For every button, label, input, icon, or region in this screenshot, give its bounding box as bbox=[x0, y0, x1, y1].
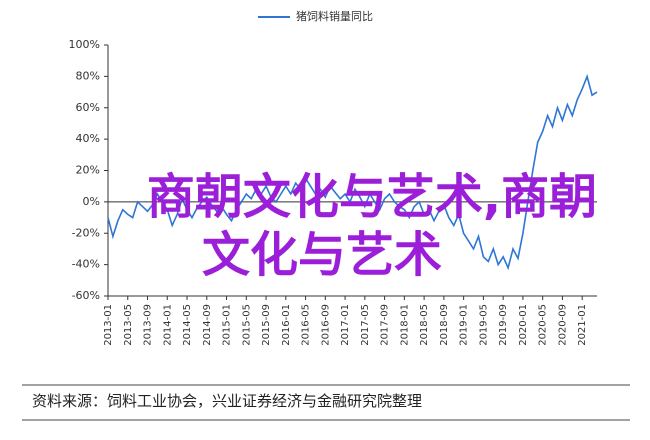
x-tick-label: 2013-09 bbox=[143, 304, 154, 346]
y-tick-label: -60% bbox=[72, 289, 100, 302]
y-tick-label: 80% bbox=[76, 69, 100, 82]
y-tick-label: -40% bbox=[72, 258, 100, 271]
legend-label: 猪饲料销量同比 bbox=[296, 9, 373, 23]
x-tick-label: 2014-05 bbox=[182, 304, 193, 346]
x-tick-label: 2018-09 bbox=[439, 304, 450, 346]
x-tick-label: 2017-05 bbox=[360, 304, 371, 346]
x-tick-label: 2014-01 bbox=[162, 304, 173, 346]
x-tick-label: 2019-01 bbox=[459, 304, 470, 346]
x-tick-label: 2021-01 bbox=[577, 304, 588, 346]
x-tick-label: 2016-05 bbox=[301, 304, 312, 346]
watermark: 商朝文化与艺术,商朝 bbox=[147, 169, 597, 225]
source-note: 资料来源：饲料工业协会，兴业证券经济与金融研究院整理 bbox=[32, 392, 422, 410]
x-tick-label: 2017-09 bbox=[380, 304, 391, 346]
y-tick-label: 20% bbox=[76, 164, 100, 177]
y-tick-label: 0% bbox=[83, 195, 100, 208]
x-tick-label: 2020-01 bbox=[518, 304, 529, 346]
x-tick-label: 2013-01 bbox=[103, 304, 114, 346]
x-tick-label: 2016-01 bbox=[281, 304, 292, 346]
x-tick-label: 2016-09 bbox=[320, 304, 331, 346]
y-tick-label: 60% bbox=[76, 101, 100, 114]
x-tick-label: 2019-05 bbox=[478, 304, 489, 346]
x-tick-label: 2017-01 bbox=[340, 304, 351, 346]
watermark: 文化与艺术 bbox=[202, 227, 442, 283]
series-line bbox=[107, 73, 598, 271]
x-tick-label: 2015-05 bbox=[241, 304, 252, 346]
x-tick-label: 2019-09 bbox=[498, 304, 509, 346]
y-tick-label: 40% bbox=[76, 132, 100, 145]
x-tick-label: 2015-09 bbox=[261, 304, 272, 346]
x-tick-label: 2015-01 bbox=[222, 304, 233, 346]
x-tick-label: 2018-05 bbox=[419, 304, 430, 346]
x-tick-label: 2014-09 bbox=[202, 304, 213, 346]
y-tick-label: 100% bbox=[69, 38, 100, 51]
x-tick-label: 2018-01 bbox=[399, 304, 410, 346]
x-tick-label: 2020-09 bbox=[557, 304, 568, 346]
y-tick-label: -20% bbox=[72, 226, 100, 239]
x-tick-label: 2020-05 bbox=[538, 304, 549, 346]
x-tick-label: 2013-05 bbox=[123, 304, 134, 346]
